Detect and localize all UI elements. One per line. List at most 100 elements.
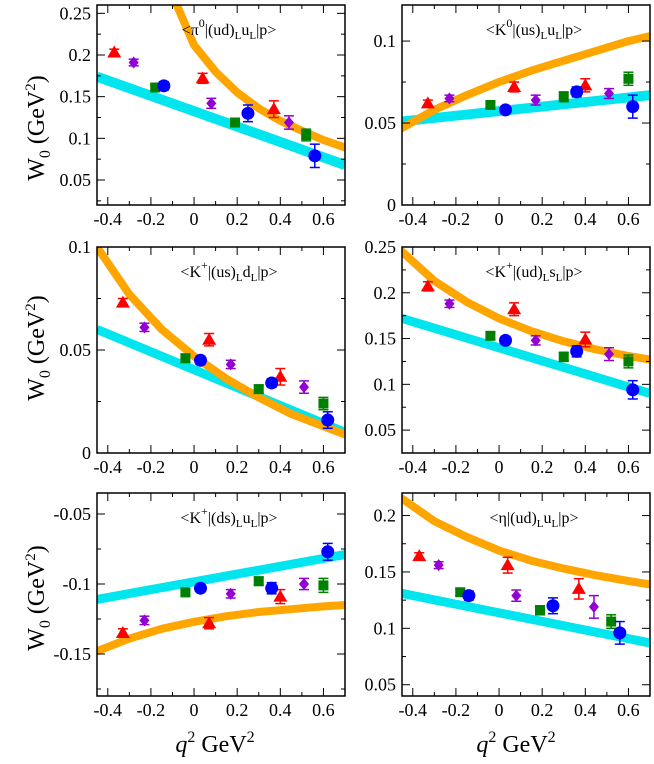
- square-point: [485, 100, 496, 110]
- triangle-point: [507, 79, 522, 93]
- square-marker: [485, 330, 496, 341]
- y-tick-label: 0.2: [374, 506, 397, 526]
- diamond-point: [206, 97, 217, 110]
- square-marker: [253, 576, 264, 587]
- x-tick-label: 0.6: [617, 700, 640, 720]
- diamond-point: [433, 559, 444, 572]
- diamond-point: [511, 589, 522, 603]
- diamond-point: [299, 577, 310, 591]
- circle-point: [308, 143, 322, 169]
- orange-curve: [402, 494, 650, 589]
- x-tick-label: -0.4: [399, 457, 428, 477]
- circle-point: [570, 344, 584, 358]
- diamond-point: [604, 87, 615, 100]
- plot-area: [97, 5, 345, 170]
- x-tick-label: 0.4: [574, 209, 597, 229]
- panel-frame: [96, 492, 346, 697]
- title-part: |p>: [256, 22, 276, 39]
- triangle-marker: [107, 45, 122, 58]
- square-point: [606, 614, 617, 630]
- title-sup: 0: [199, 16, 205, 30]
- orange-curve: [97, 601, 345, 656]
- title-sup: 0: [506, 16, 512, 30]
- square-point: [623, 354, 634, 369]
- circle-point: [626, 94, 640, 119]
- triangle-marker: [115, 295, 130, 308]
- triangle-point: [578, 331, 593, 348]
- x-tick-label: 0.2: [226, 700, 249, 720]
- diamond-marker: [433, 559, 444, 572]
- y-tick-label: 0: [387, 195, 396, 215]
- orange-curve: [402, 32, 650, 132]
- triangle-marker: [273, 589, 288, 602]
- y-axis-label-row1: W0 (GeV2): [23, 75, 54, 180]
- x-tick-label: -0.2: [442, 209, 471, 229]
- title-sub: L: [251, 518, 258, 530]
- y-tick-label: 0.15: [365, 562, 397, 582]
- square-marker: [180, 353, 191, 364]
- x-tick-label: 0.6: [617, 457, 640, 477]
- triangle-marker: [412, 549, 427, 562]
- diamond-point: [225, 358, 236, 371]
- y-tick-label: 0.05: [60, 340, 92, 360]
- x-tick-label: -0.2: [137, 209, 166, 229]
- x-axis-label-right: q2 GeV2: [476, 729, 555, 758]
- panel-frame: [401, 246, 651, 454]
- circle-marker: [241, 106, 255, 120]
- square-marker: [485, 100, 496, 110]
- circle-marker: [546, 599, 560, 613]
- diamond-marker: [588, 600, 599, 613]
- triangle-marker: [578, 332, 593, 345]
- circle-point: [546, 597, 560, 615]
- title-sub: L: [537, 518, 544, 530]
- circle-marker: [265, 376, 279, 390]
- panel-title: <K+|(us)LdL|p>: [180, 258, 277, 284]
- y-tick-label: 0.05: [365, 420, 397, 440]
- square-point: [301, 128, 312, 142]
- panel-title: <K+|(ud)LsL|p>: [485, 258, 582, 284]
- title-sub: L: [543, 272, 550, 284]
- title-part: |p>: [562, 264, 582, 281]
- diamond-point: [283, 115, 294, 130]
- square-point: [253, 576, 264, 587]
- diamond-marker: [299, 381, 310, 394]
- x-tick-label: 0: [495, 209, 504, 229]
- x-tick-label: 0.4: [269, 457, 292, 477]
- title-part: u: [544, 510, 552, 527]
- circle-marker: [462, 589, 476, 603]
- triangle-point: [115, 295, 130, 308]
- circle-point: [241, 104, 255, 123]
- diamond-marker: [530, 334, 541, 347]
- x-tick-label: 0.4: [269, 209, 292, 229]
- panels: -0.4 -0.2 0 0.2 0.4 0.60.050.10.150.20.25<π0|…: [54, 3, 651, 720]
- title-part: <K: [180, 510, 201, 527]
- triangle-point: [420, 279, 435, 292]
- circle-marker: [570, 85, 584, 99]
- diamond-marker: [139, 614, 150, 627]
- y-tick-label: 0.1: [69, 128, 92, 148]
- y-tick-label: -0.05: [54, 504, 92, 524]
- diamond-point: [128, 56, 139, 69]
- plot-area: [97, 247, 345, 439]
- circle-point: [462, 589, 476, 603]
- x-tick-label: 0.4: [574, 457, 597, 477]
- circle-marker: [265, 581, 279, 595]
- square-point: [623, 71, 634, 87]
- square-point: [150, 82, 161, 93]
- circle-marker: [157, 79, 171, 93]
- title-part: u: [241, 22, 249, 39]
- panel-frame: [401, 492, 651, 697]
- square-point: [230, 117, 241, 128]
- square-point: [535, 605, 546, 616]
- square-marker: [150, 82, 161, 93]
- x-tick-label: 0.6: [312, 209, 335, 229]
- triangle-point: [107, 45, 122, 58]
- plot-area: [402, 494, 650, 648]
- triangle-marker: [420, 279, 435, 292]
- title-sub: L: [236, 272, 243, 284]
- title-part: <η|(ud): [490, 510, 537, 527]
- title-part: u: [243, 510, 251, 527]
- x-tick-label: -0.4: [399, 700, 428, 720]
- title-part: |p>: [558, 510, 578, 527]
- plot-area: [402, 247, 650, 400]
